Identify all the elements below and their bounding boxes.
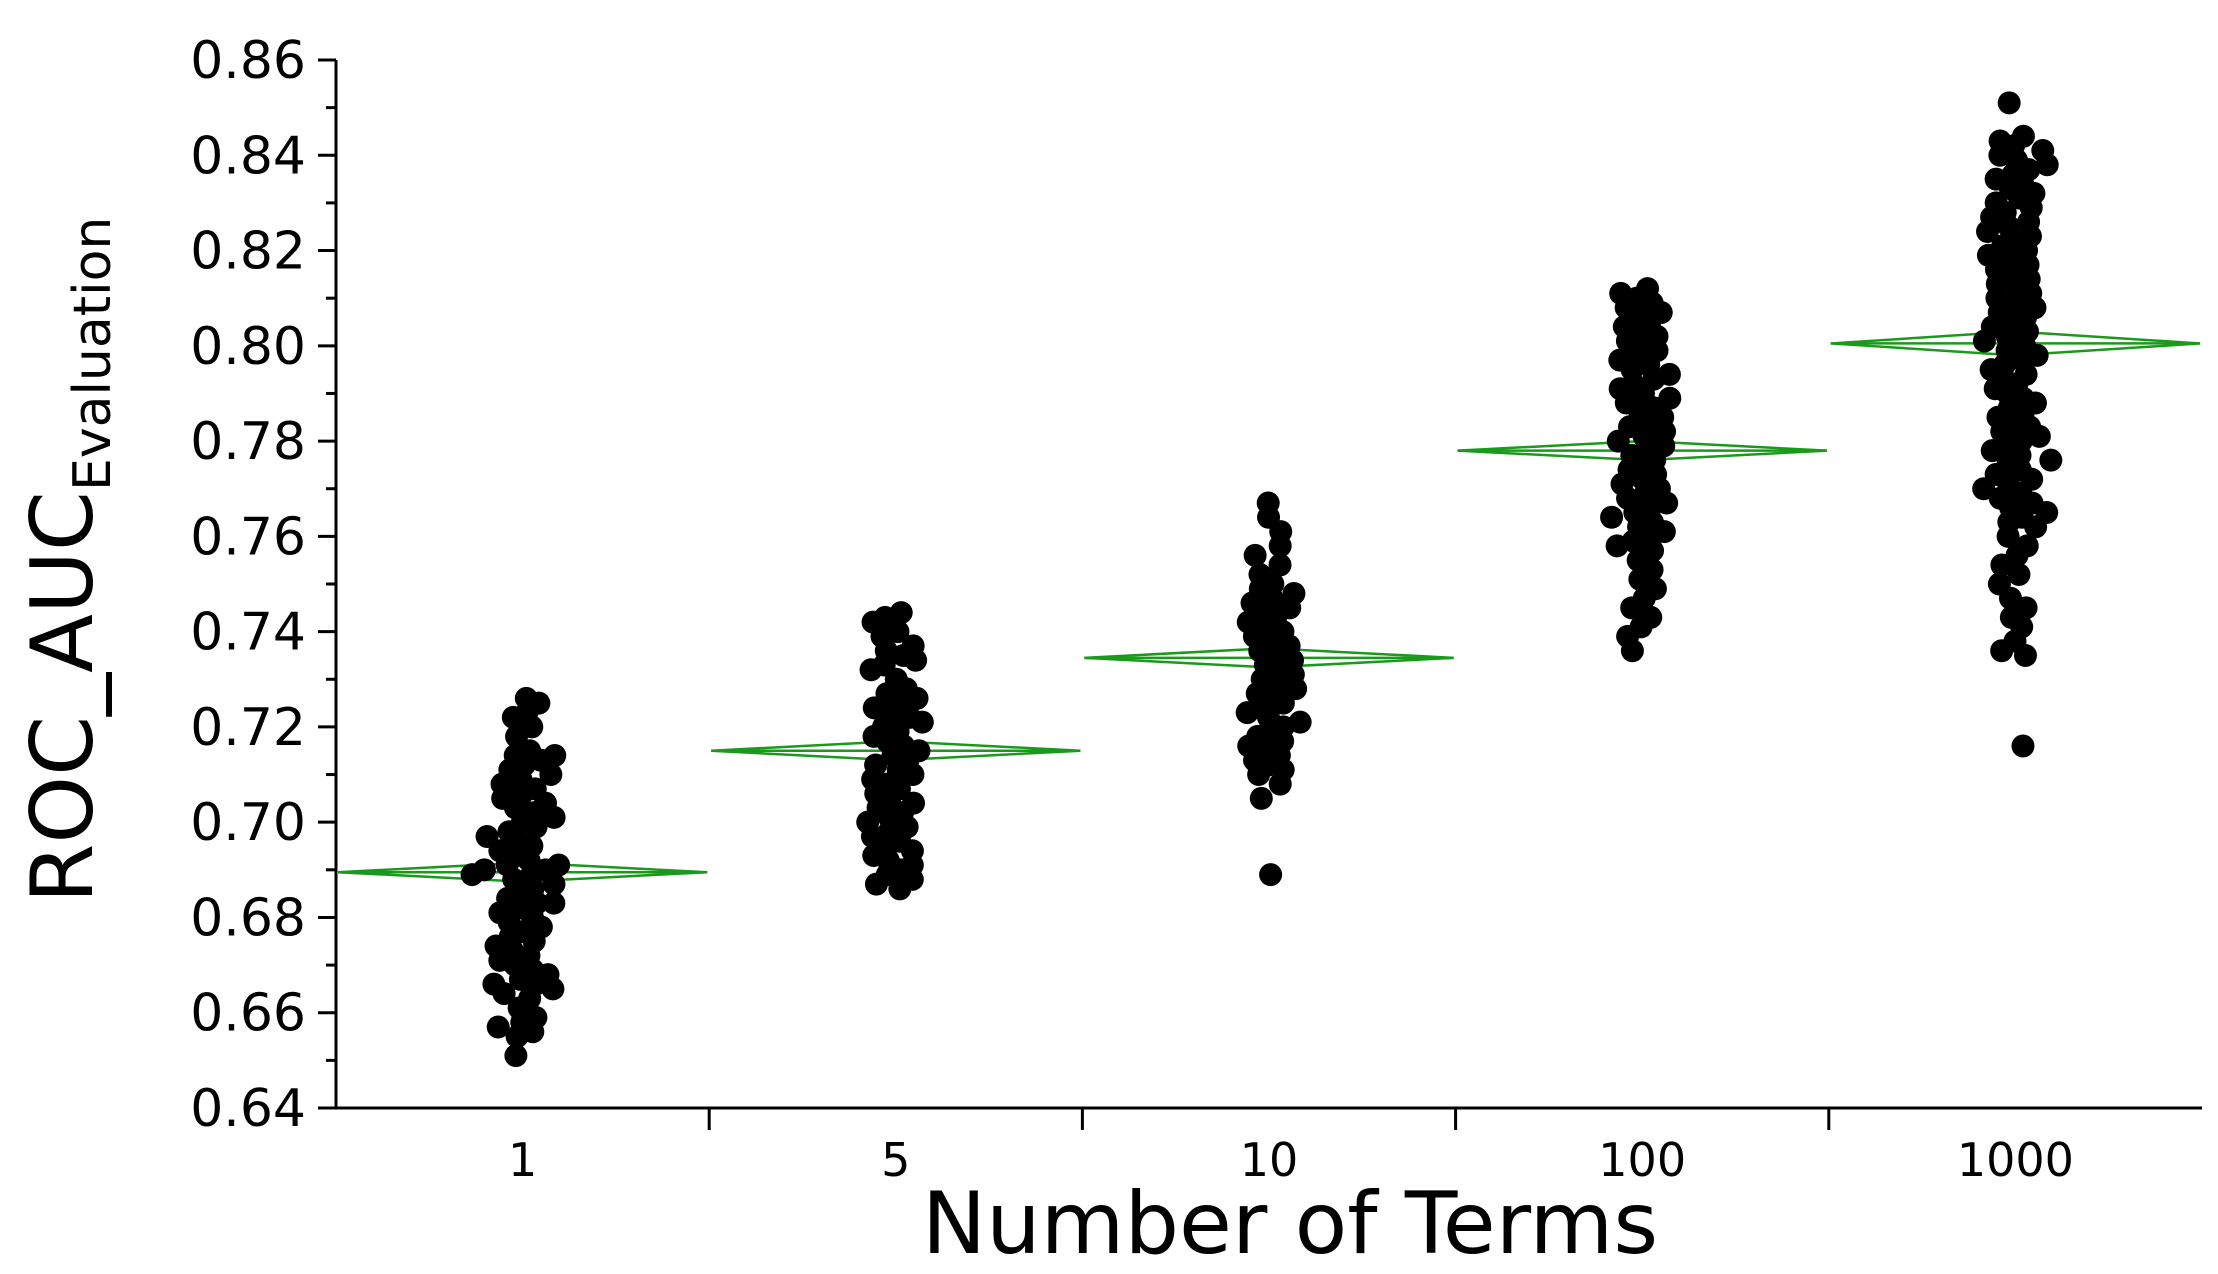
data-point [1620, 596, 1644, 620]
data-point [1980, 439, 2004, 463]
y-tick-label: 0.70 [190, 793, 306, 853]
data-point [460, 863, 484, 887]
data-point [904, 648, 928, 672]
data-point [1243, 543, 1267, 567]
data-point [2035, 153, 2059, 177]
y-tick-label: 0.86 [190, 31, 306, 91]
data-point [504, 1044, 528, 1068]
data-point [1620, 639, 1644, 663]
data-point [2007, 562, 2031, 586]
data-point [901, 763, 925, 787]
data-point [539, 763, 563, 787]
data-point [2011, 734, 2035, 758]
data-point [1247, 763, 1271, 787]
data-points [460, 91, 2063, 1068]
x-tick-label: 100 [1598, 1133, 1686, 1187]
data-point [501, 705, 525, 729]
svg-text:ROC_AUCEvaluation: ROC_AUCEvaluation [13, 217, 123, 904]
data-point [1235, 701, 1259, 725]
data-point [1271, 691, 1295, 715]
y-tick-label: 0.64 [190, 1079, 306, 1139]
data-point [1249, 786, 1273, 810]
data-point [542, 872, 566, 896]
y-axis-title-subscript: Evaluation [63, 217, 123, 491]
x-tick-label: 10 [1240, 1133, 1299, 1187]
y-tick-label: 0.68 [190, 888, 306, 948]
data-point [542, 805, 566, 829]
data-point [1605, 534, 1629, 558]
data-point [1606, 429, 1630, 453]
data-point [2027, 424, 2051, 448]
data-point [492, 982, 516, 1006]
data-point [1600, 505, 1624, 529]
data-point [524, 815, 548, 839]
y-axis-title-main: ROC_AUC [13, 491, 113, 903]
y-tick-label: 0.76 [190, 507, 306, 567]
data-point [1990, 639, 2014, 663]
data-point [1268, 553, 1292, 577]
y-tick-label: 0.72 [190, 698, 306, 758]
y-tick-label: 0.78 [190, 412, 306, 472]
data-point [888, 877, 912, 901]
data-point [2024, 515, 2048, 539]
x-tick-label: 1000 [1957, 1133, 2074, 1187]
data-point [864, 872, 888, 896]
axes [318, 58, 2202, 1130]
y-tick-label: 0.80 [190, 317, 306, 377]
data-point [542, 891, 566, 915]
x-tick-label: 1 [508, 1133, 537, 1187]
data-point [1976, 219, 2000, 243]
data-point [859, 658, 883, 682]
y-tick-label: 0.74 [190, 603, 306, 663]
y-tick-label: 0.66 [190, 984, 306, 1044]
data-point [1990, 553, 2014, 577]
data-point [910, 710, 934, 734]
x-tick-label: 5 [881, 1133, 910, 1187]
data-point [1259, 863, 1283, 887]
y-axis-title: ROC_AUCEvaluation [13, 217, 123, 904]
data-point [2013, 643, 2037, 667]
y-tick-label: 0.82 [190, 222, 306, 282]
data-point [1972, 329, 1996, 353]
data-point [1996, 524, 2020, 548]
y-tick-label: 0.84 [190, 126, 306, 186]
x-axis-title: Number of Terms [922, 1174, 1658, 1274]
data-point [2039, 448, 2063, 472]
data-point [505, 1025, 529, 1049]
tick-labels: 0.64 0.66 0.68 0.70 0.72 0.74 0.76 0.78 0.80 0.82… [190, 31, 2074, 1187]
data-point [486, 1015, 510, 1039]
data-point [1268, 772, 1292, 796]
data-point [1268, 534, 1292, 558]
data-point [541, 977, 565, 1001]
data-point [1997, 91, 2021, 115]
